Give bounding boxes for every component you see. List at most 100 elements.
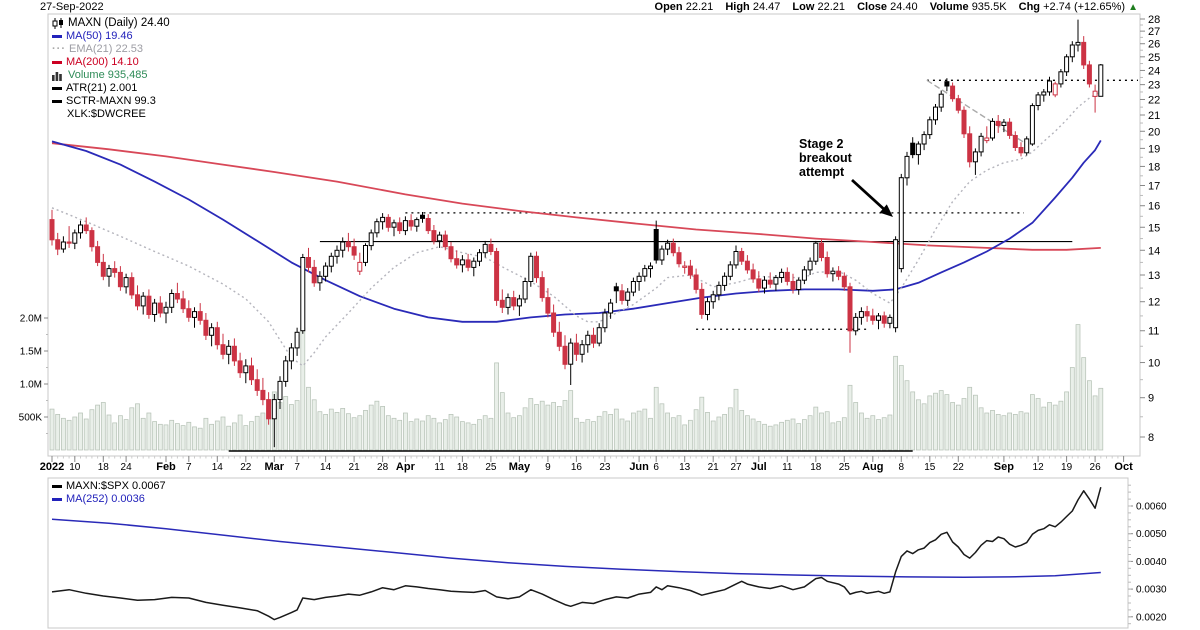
svg-text:7: 7 xyxy=(186,462,192,473)
svg-text:Apr: Apr xyxy=(396,461,416,473)
svg-text:9: 9 xyxy=(1148,393,1154,405)
high-value: 24.47 xyxy=(752,1,781,13)
svg-text:15: 15 xyxy=(924,462,936,473)
svg-text:28: 28 xyxy=(377,462,389,473)
svg-text:0.0030: 0.0030 xyxy=(1136,585,1167,596)
atr-legend: ATR(21) 2.001 xyxy=(66,82,138,94)
annotation-line: Stage 2 xyxy=(799,137,844,151)
svg-text:14: 14 xyxy=(1148,245,1160,257)
svg-text:2022: 2022 xyxy=(40,461,64,473)
svg-text:11: 11 xyxy=(1148,326,1159,338)
legend-row-ratio: MAXN:$SPX 0.0067 xyxy=(52,480,166,493)
chg-label: Chg xyxy=(1018,1,1041,13)
legend-row-ma200: MA(200) 14.10 xyxy=(52,56,170,69)
ratio-panel-layer: 0.0020 0.0030 0.0040 0.0050 0.0060 xyxy=(47,477,1167,629)
ratio-legend: MAXN:$SPX 0.0067 xyxy=(66,480,166,492)
svg-text:22: 22 xyxy=(953,462,965,473)
svg-text:26: 26 xyxy=(1148,39,1160,51)
svg-text:21: 21 xyxy=(1148,110,1160,122)
chg-value: +2.74 (+12.65%) xyxy=(1043,1,1126,13)
legend-row-ma50: MA(50) 19.46 xyxy=(52,30,170,43)
close-value: 24.40 xyxy=(890,1,918,13)
svg-text:12: 12 xyxy=(1033,462,1045,473)
svg-text:26: 26 xyxy=(1090,462,1102,473)
svg-text:21: 21 xyxy=(349,462,361,473)
svg-text:18: 18 xyxy=(457,462,469,473)
line-swatch-icon xyxy=(52,100,62,103)
svg-text:18: 18 xyxy=(1148,161,1160,173)
xlk-legend: XLK:$DWCREE xyxy=(67,108,146,120)
ma50-legend: MA(50) 19.46 xyxy=(66,30,133,42)
svg-text:1.0M: 1.0M xyxy=(20,380,42,391)
svg-text:2.0M: 2.0M xyxy=(20,314,42,325)
svg-text:14: 14 xyxy=(212,462,224,473)
line-swatch-icon xyxy=(52,61,62,64)
svg-text:0.0020: 0.0020 xyxy=(1136,612,1167,623)
up-arrow-icon: ▲ xyxy=(1128,2,1138,13)
candles-layer xyxy=(49,19,1104,448)
svg-text:0.0050: 0.0050 xyxy=(1136,529,1167,540)
ma252-legend: MA(252) 0.0036 xyxy=(66,493,145,505)
line-swatch-icon xyxy=(52,87,62,90)
ratio-panel-legend: MAXN:$SPX 0.0067 MA(252) 0.0036 xyxy=(52,480,166,506)
legend-row-xlk: XLK:$DWCREE xyxy=(52,108,170,121)
svg-text:Jul: Jul xyxy=(751,461,767,473)
legend-row-sctr: SCTR-MAXN 99.3 xyxy=(52,95,170,108)
svg-text:18: 18 xyxy=(98,462,110,473)
svg-text:11: 11 xyxy=(434,462,445,473)
svg-text:500K: 500K xyxy=(19,413,43,424)
sctr-legend: SCTR-MAXN 99.3 xyxy=(66,95,156,107)
svg-text:15: 15 xyxy=(1148,222,1160,234)
svg-text:22: 22 xyxy=(240,462,252,473)
annotation-line: attempt xyxy=(799,165,845,179)
svg-text:19: 19 xyxy=(1061,462,1073,473)
svg-text:22: 22 xyxy=(1148,94,1160,106)
svg-text:1.5M: 1.5M xyxy=(20,347,42,358)
annotation-lines-layer xyxy=(319,79,1138,330)
svg-text:10: 10 xyxy=(69,462,81,473)
svg-text:14: 14 xyxy=(320,462,332,473)
svg-text:25: 25 xyxy=(1148,52,1160,64)
legend-row-ema21: ··· EMA(21) 22.53 xyxy=(52,43,170,56)
svg-text:8: 8 xyxy=(899,462,905,473)
svg-text:16: 16 xyxy=(571,462,583,473)
dotted-line-icon: ··· xyxy=(52,43,66,55)
svg-text:8: 8 xyxy=(1148,432,1154,444)
volume-legend: Volume 935,485 xyxy=(68,69,148,81)
svg-text:27: 27 xyxy=(730,462,742,473)
high-label: High xyxy=(725,1,750,13)
svg-text:13: 13 xyxy=(679,462,691,473)
svg-text:10: 10 xyxy=(1148,358,1160,370)
svg-text:Oct: Oct xyxy=(1114,461,1133,473)
open-value: 22.21 xyxy=(685,1,714,13)
legend-row-symbol: MAXN (Daily) 24.40 xyxy=(52,17,170,30)
svg-text:25: 25 xyxy=(485,462,497,473)
annotation-line: breakout xyxy=(799,151,852,165)
svg-text:16: 16 xyxy=(1148,201,1160,213)
svg-text:Aug: Aug xyxy=(862,461,883,473)
legend-row-volume: Volume 935,485 xyxy=(52,69,170,82)
main-legend: MAXN (Daily) 24.40 MA(50) 19.46 ··· EMA(… xyxy=(52,17,170,121)
line-swatch-icon xyxy=(52,485,62,488)
line-swatch-icon xyxy=(52,35,62,38)
svg-text:6: 6 xyxy=(653,462,659,473)
svg-text:25: 25 xyxy=(839,462,851,473)
volume-bars-layer xyxy=(49,324,1104,451)
chart-date: 27-Sep-2022 xyxy=(40,1,104,13)
annotation-arrow xyxy=(851,178,893,217)
svg-text:11: 11 xyxy=(782,462,793,473)
svg-text:21: 21 xyxy=(708,462,720,473)
svg-text:24: 24 xyxy=(121,462,133,473)
volume-value: 935.5K xyxy=(971,1,1007,13)
overlays-layer xyxy=(51,90,1102,367)
svg-text:9: 9 xyxy=(545,462,551,473)
svg-text:12: 12 xyxy=(1148,297,1160,309)
symbol-title: MAXN (Daily) 24.40 xyxy=(68,17,170,29)
svg-text:28: 28 xyxy=(1148,14,1160,26)
close-label: Close xyxy=(857,1,888,13)
axes-layer: 8910111213141516171819202122232425262728… xyxy=(19,13,1160,473)
svg-text:18: 18 xyxy=(810,462,822,473)
svg-text:Sep: Sep xyxy=(994,461,1014,473)
